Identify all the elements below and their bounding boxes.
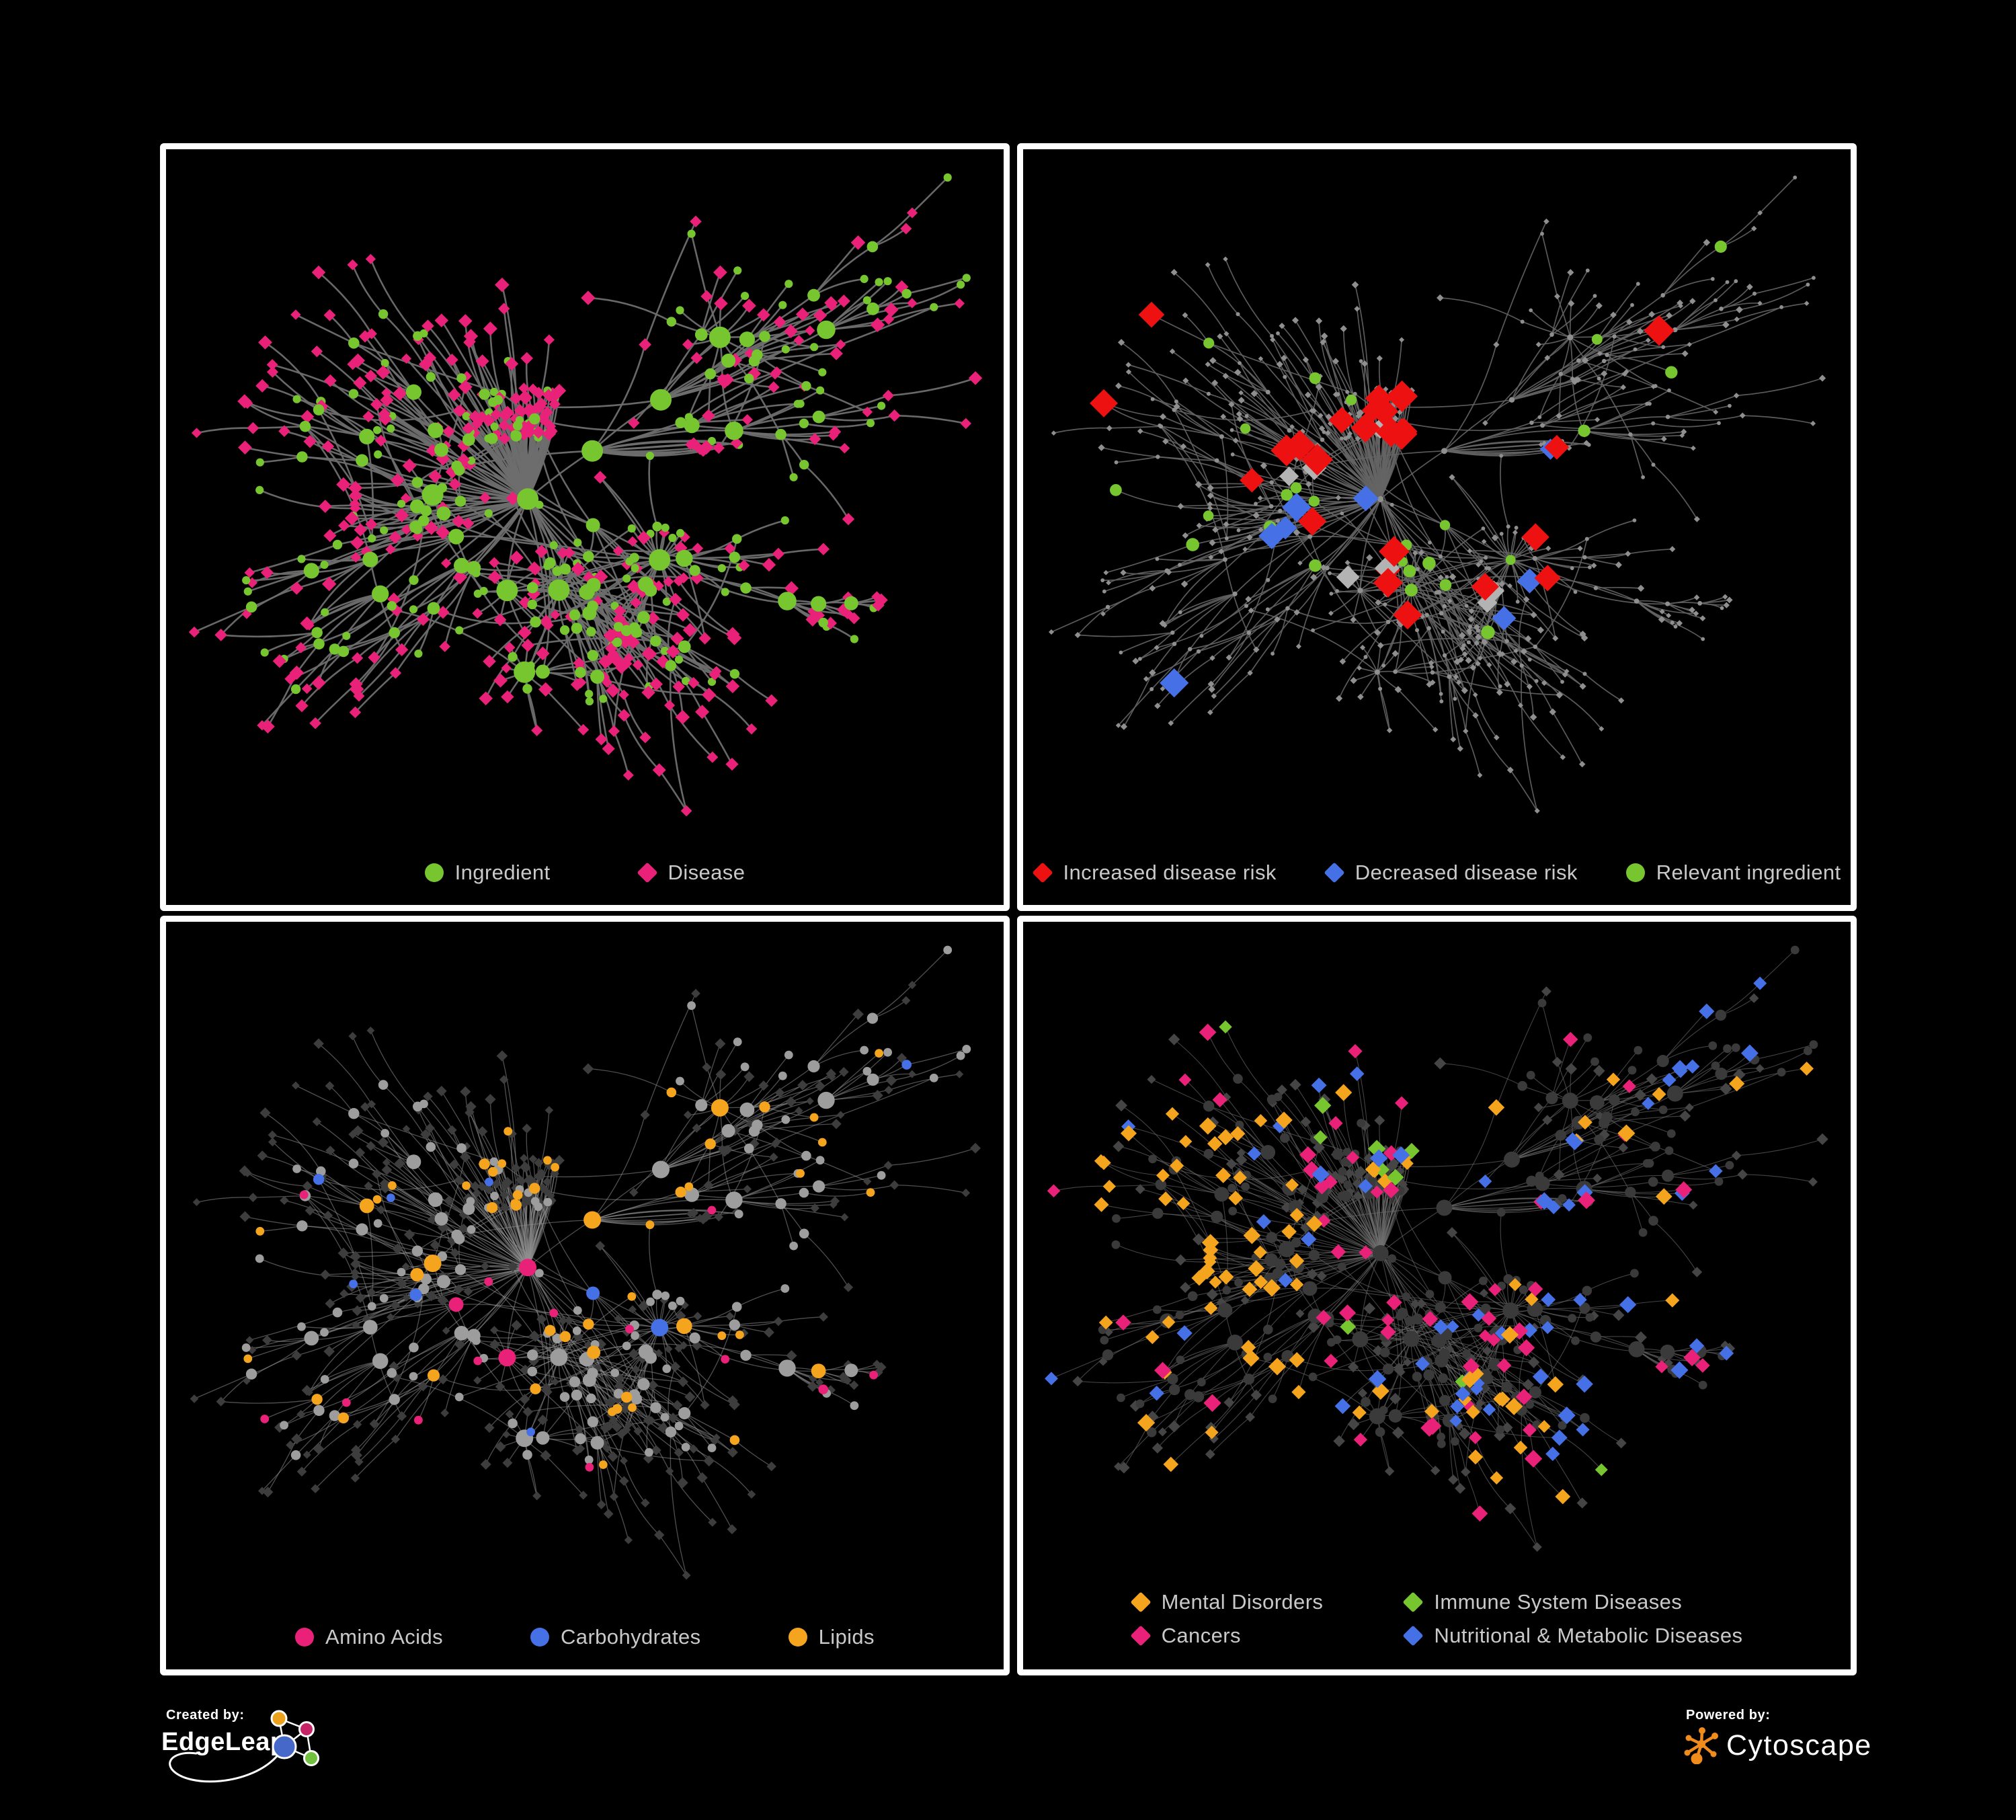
created-by-label: Created by: xyxy=(166,1708,245,1723)
diamond-marker-icon xyxy=(1402,1625,1424,1647)
panel-nutrient-classes-network: Amino Acids Carbohydrates Lipids xyxy=(160,916,1010,1675)
circle-marker-icon xyxy=(295,1628,315,1647)
panel-disease-risk-network: Increased disease risk Decreased disease … xyxy=(1017,143,1857,911)
legend-label: Immune System Diseases xyxy=(1434,1590,1683,1614)
legend-label: Disease xyxy=(668,861,745,884)
panel-disease-classes-network: Mental Disorders Immune System Diseases Ca… xyxy=(1017,916,1857,1675)
legend-item: Amino Acids xyxy=(295,1625,443,1649)
legend-label: Relevant ingredient xyxy=(1656,861,1841,884)
cytoscape-brand: Cytoscape xyxy=(1726,1729,1872,1762)
legend-label: Cancers xyxy=(1161,1624,1241,1647)
diamond-marker-icon xyxy=(1324,862,1345,883)
legend-label: Nutritional & Metabolic Diseases xyxy=(1434,1624,1743,1647)
network-graph xyxy=(1048,175,1826,814)
legend-item: Decreased disease risk xyxy=(1324,861,1578,885)
edgeleap-logo-icon xyxy=(169,1710,319,1783)
legend-item: Carbohydrates xyxy=(530,1625,701,1649)
legend-item: Nutritional & Metabolic Diseases xyxy=(1402,1624,1743,1648)
diamond-marker-icon xyxy=(1031,862,1053,883)
legend: Ingredient Disease xyxy=(166,840,1004,905)
diamond-marker-icon xyxy=(1130,1625,1152,1647)
legend-item: Relevant ingredient xyxy=(1625,861,1841,885)
panel-ingredient-disease-network: Ingredient Disease xyxy=(160,143,1010,911)
legend-label: Lipids xyxy=(818,1625,875,1649)
circle-marker-icon xyxy=(788,1628,807,1647)
legend-label: Carbohydrates xyxy=(561,1625,701,1649)
legend-label: Increased disease risk xyxy=(1063,861,1277,884)
powered-by-label: Powered by: xyxy=(1686,1708,1771,1723)
circle-marker-icon xyxy=(530,1628,550,1647)
legend-label: Amino Acids xyxy=(325,1625,444,1649)
legend-item: Increased disease risk xyxy=(1031,861,1277,885)
legend-label: Mental Disorders xyxy=(1161,1590,1324,1614)
legend-item: Ingredient xyxy=(424,861,551,885)
legend-item: Cancers xyxy=(1130,1624,1324,1648)
legend: Mental Disorders Immune System Diseases Ca… xyxy=(1023,1569,1851,1669)
network-graph xyxy=(190,945,981,1580)
network-graph xyxy=(188,173,983,817)
network-graph xyxy=(1045,945,1828,1552)
legend-item: Mental Disorders xyxy=(1130,1590,1324,1614)
edgeleap-brand: EdgeLeap xyxy=(161,1728,286,1756)
legend-item: Immune System Diseases xyxy=(1402,1590,1742,1614)
legend-label: Ingredient xyxy=(454,861,551,884)
legend-item: Disease xyxy=(636,861,745,885)
circle-marker-icon xyxy=(424,863,444,882)
legend: Increased disease risk Decreased disease … xyxy=(1023,840,1851,905)
legend: Amino Acids Carbohydrates Lipids xyxy=(166,1605,1004,1669)
legend-item: Lipids xyxy=(788,1625,875,1649)
diamond-marker-icon xyxy=(1130,1591,1152,1613)
diamond-marker-icon xyxy=(636,862,658,883)
diamond-marker-icon xyxy=(1402,1591,1424,1613)
cytoscape-logo-icon xyxy=(1684,1727,1718,1764)
circle-marker-icon xyxy=(1625,863,1645,882)
legend-label: Decreased disease risk xyxy=(1355,861,1578,884)
